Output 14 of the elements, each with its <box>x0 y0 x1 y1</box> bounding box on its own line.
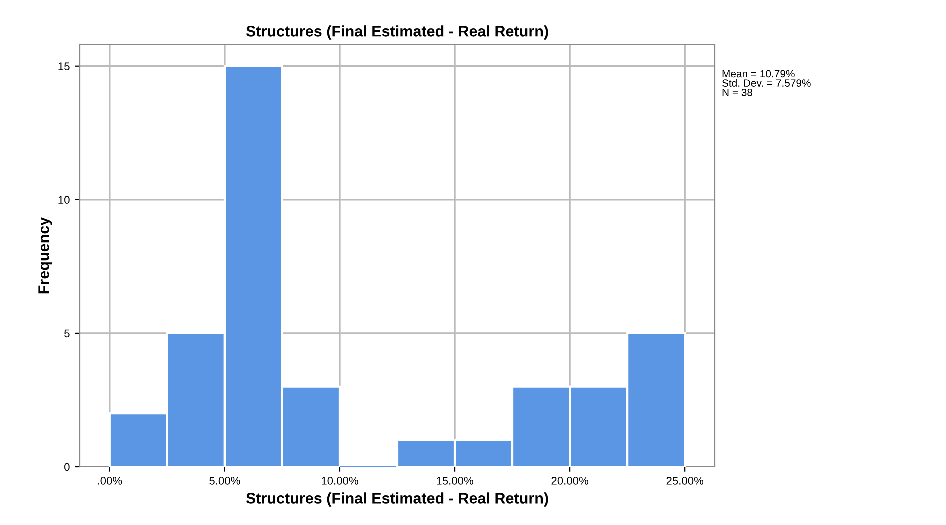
text: Mean = 10.79% Std. Dev. = 7.579% N = 38 <box>722 70 811 96</box>
y-tick-label: 5 <box>64 330 70 338</box>
y-axis-title: Frequency <box>38 217 52 294</box>
y-tick-label: 0 <box>64 463 70 472</box>
x-tick-label: 10.00% <box>322 477 358 485</box>
x-tick-label: 25.00% <box>666 477 704 485</box>
x-tick-label: 5.00% <box>210 477 240 485</box>
x-tick-label: 15.00% <box>437 477 474 485</box>
chart-title: Structures (Final Estimated - Real Return) <box>246 26 548 40</box>
x-tick-label: .00% <box>98 477 122 485</box>
x-tick-label: 20.00% <box>552 477 589 485</box>
x-axis-title: Structures (Final Estimated - Real Return) <box>246 492 548 507</box>
y-tick-label: 15 <box>58 62 70 71</box>
y-tick-label: 10 <box>58 196 70 204</box>
